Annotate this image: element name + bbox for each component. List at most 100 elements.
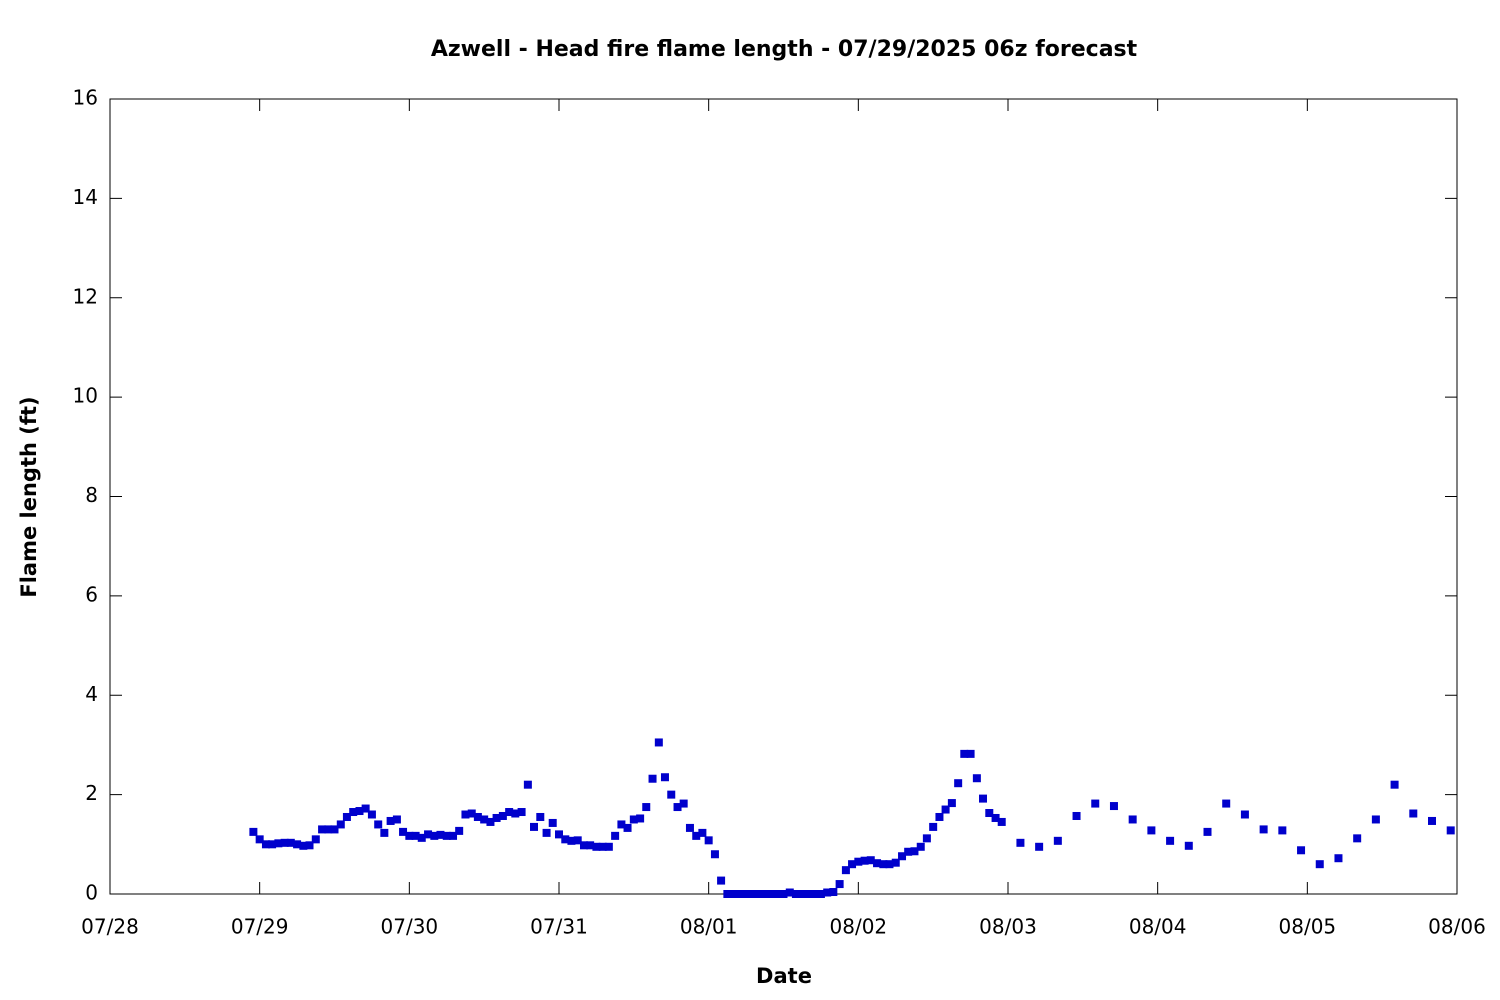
point [573, 836, 582, 845]
point [486, 817, 495, 826]
point [954, 779, 963, 788]
point [748, 890, 757, 898]
point [280, 838, 289, 847]
point [692, 831, 701, 840]
point [798, 890, 807, 898]
point [760, 890, 769, 898]
point [835, 880, 844, 889]
point [1091, 799, 1100, 808]
point [1409, 809, 1418, 818]
y-tick-label: 4 [85, 682, 98, 706]
point [455, 826, 464, 835]
point [617, 820, 626, 829]
point [555, 830, 563, 839]
point [473, 812, 482, 821]
point [1428, 816, 1437, 825]
point [330, 825, 339, 834]
point [417, 833, 426, 842]
point [698, 828, 707, 837]
point [735, 890, 744, 898]
point [679, 799, 688, 808]
point [286, 838, 295, 847]
point [1353, 834, 1362, 843]
point [1035, 842, 1044, 851]
x-tick-label: 07/31 [530, 915, 588, 939]
x-tick-label: 08/06 [1428, 915, 1486, 939]
point [567, 836, 576, 845]
point [305, 841, 314, 850]
point [1053, 836, 1062, 845]
point [673, 803, 682, 812]
point [636, 814, 645, 823]
y-tick-label: 8 [85, 483, 98, 507]
point [979, 794, 988, 803]
point [449, 831, 458, 840]
point [579, 841, 588, 850]
point [480, 815, 489, 824]
point [1446, 826, 1455, 835]
point [342, 812, 351, 821]
point [904, 847, 913, 856]
point [1184, 841, 1193, 850]
point [997, 817, 1006, 826]
x-tick-label: 08/03 [979, 915, 1037, 939]
point [293, 840, 302, 849]
point [623, 823, 632, 832]
point [1128, 815, 1137, 824]
point [268, 840, 277, 849]
point [848, 860, 857, 869]
point [767, 890, 776, 898]
point [311, 835, 320, 844]
point [530, 822, 539, 831]
point [779, 890, 788, 898]
point [561, 835, 570, 844]
point [1334, 854, 1343, 863]
point [810, 890, 819, 898]
point [879, 860, 888, 869]
point [941, 805, 950, 814]
point [442, 831, 451, 840]
point [1297, 846, 1306, 855]
point [791, 890, 800, 898]
point [785, 888, 794, 897]
point [355, 807, 364, 816]
point [542, 828, 551, 837]
point [498, 811, 507, 820]
point [249, 827, 258, 836]
point [841, 866, 850, 875]
point [829, 888, 838, 897]
point [972, 774, 981, 783]
point [742, 890, 751, 898]
point [891, 858, 900, 867]
point [361, 804, 370, 813]
point [374, 820, 383, 829]
chart-title: Azwell - Head fire flame length - 07/29/… [431, 37, 1138, 62]
y-tick-label: 16 [73, 86, 98, 110]
point [866, 856, 875, 865]
point [424, 830, 433, 839]
plot-frame [109, 98, 1458, 895]
point [411, 831, 420, 840]
point [966, 749, 975, 758]
point [910, 847, 919, 856]
point [274, 839, 283, 848]
x-tick-label: 08/04 [1129, 915, 1187, 939]
point [405, 831, 414, 840]
point [1315, 860, 1324, 869]
y-tick-label: 0 [85, 881, 98, 905]
x-axis-label: Date [756, 964, 812, 988]
point [255, 835, 264, 844]
point [336, 820, 345, 829]
point [947, 799, 956, 808]
point [710, 850, 719, 859]
point [873, 859, 882, 868]
point [885, 860, 894, 869]
point [467, 809, 476, 818]
point [611, 831, 620, 840]
point [392, 815, 401, 824]
y-tick-label: 12 [73, 284, 98, 308]
point [754, 890, 763, 898]
point [1072, 811, 1081, 820]
point [1259, 825, 1268, 834]
point [1240, 810, 1249, 819]
